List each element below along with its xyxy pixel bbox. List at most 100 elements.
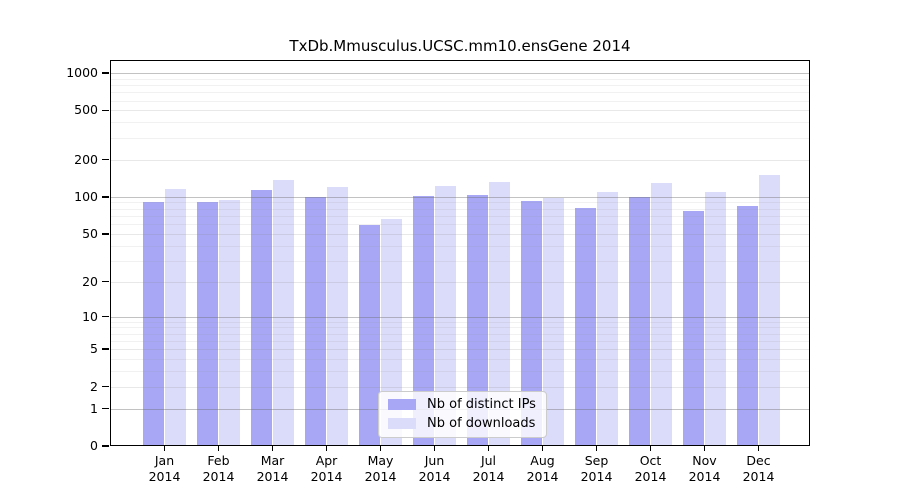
y-tick-label: 5 (90, 341, 98, 357)
x-tick-label: Nov 2014 (688, 453, 721, 484)
y-tick-mark (102, 158, 109, 161)
x-tick-mark (541, 446, 544, 451)
bar-distinct-ips-jun (413, 196, 434, 446)
y-tick-mark (102, 315, 109, 318)
bar-downloads-oct (651, 182, 672, 446)
gridline (110, 316, 810, 318)
y-tick-label: 1000 (66, 65, 98, 80)
gridline (110, 281, 810, 283)
legend-swatch-downloads (388, 418, 416, 429)
y-tick-label: 100 (74, 188, 98, 204)
x-tick-label: Aug 2014 (526, 453, 559, 484)
y-tick-label: 10 (82, 308, 98, 324)
bar-distinct-ips-sep (575, 208, 596, 446)
x-tick-mark (325, 446, 328, 451)
x-tick-label: Jul 2014 (472, 453, 505, 484)
y-tick-mark (102, 109, 109, 112)
x-tick-mark (433, 446, 436, 451)
y-tick-mark (102, 348, 109, 351)
x-tick-mark (379, 446, 382, 451)
bar-distinct-ips-aug (521, 201, 542, 446)
bar-distinct-ips-jan (143, 201, 164, 446)
legend-label: Nb of downloads (427, 416, 536, 431)
gridline (110, 122, 810, 124)
y-tick-mark (102, 72, 109, 74)
x-tick-mark (487, 446, 490, 451)
legend: Nb of distinct IPs Nb of downloads (378, 391, 547, 438)
plot-area (110, 60, 810, 446)
gridline (110, 196, 810, 198)
gridline (110, 340, 810, 342)
x-tick-mark (757, 446, 760, 451)
x-tick-mark (163, 446, 166, 451)
bar-distinct-ips-may (359, 224, 380, 446)
gridline (110, 159, 810, 161)
gridline (110, 321, 810, 323)
bar-distinct-ips-oct (629, 196, 650, 446)
bar-downloads-aug (543, 197, 564, 446)
y-tick-mark (102, 385, 109, 388)
x-tick-label: Mar 2014 (256, 453, 289, 484)
legend-swatch-distinct-ips (388, 399, 416, 410)
y-tick-label: 500 (74, 102, 98, 118)
gridline (110, 333, 810, 335)
y-tick-label: 0 (90, 438, 98, 453)
legend-label: Nb of distinct IPs (427, 397, 536, 412)
y-tick-label: 200 (74, 151, 98, 167)
gridline (110, 233, 810, 235)
y-tick-label: 2 (90, 378, 98, 394)
bar-downloads-jan (165, 189, 186, 446)
y-tick-label: 1 (90, 400, 98, 416)
gridline (110, 78, 810, 80)
bar-downloads-feb (219, 200, 240, 446)
x-tick-mark (595, 446, 598, 451)
bar-downloads-mar (273, 179, 294, 446)
gridline (110, 260, 810, 262)
y-tick-label: 50 (82, 225, 98, 241)
x-tick-mark (703, 446, 706, 451)
legend-item: Nb of distinct IPs (388, 397, 536, 412)
bar-downloads-may (381, 218, 402, 446)
gridline (110, 224, 810, 226)
bar-downloads-jun (435, 185, 456, 446)
x-tick-label: Jun 2014 (418, 453, 451, 484)
x-tick-label: Feb 2014 (202, 453, 235, 484)
gridline (110, 110, 810, 112)
x-tick-label: Dec 2014 (742, 453, 775, 484)
bar-downloads-dec (759, 175, 780, 446)
gridline (110, 245, 810, 247)
gridline (110, 137, 810, 139)
bar-distinct-ips-mar (251, 189, 272, 446)
gridline (110, 85, 810, 87)
bar-distinct-ips-nov (683, 210, 704, 446)
x-tick-label: May 2014 (364, 453, 397, 484)
x-tick-label: Oct 2014 (634, 453, 667, 484)
y-tick-mark (102, 407, 109, 410)
x-tick-mark (217, 446, 220, 451)
gridline (110, 327, 810, 329)
bar-downloads-apr (327, 187, 348, 446)
chart-title: TxDb.Mmusculus.UCSC.mm10.ensGene 2014 (289, 37, 631, 55)
gridline (110, 349, 810, 351)
bar-downloads-nov (705, 191, 726, 446)
gridline (110, 92, 810, 94)
gridline (110, 371, 810, 373)
x-tick-label: Sep 2014 (580, 453, 613, 484)
gridline (110, 202, 810, 204)
bar-downloads-sep (597, 192, 618, 446)
gridline (110, 208, 810, 210)
x-tick-mark (271, 446, 274, 451)
y-tick-mark (102, 445, 109, 447)
y-tick-label: 20 (82, 273, 98, 289)
bar-downloads-jul (489, 181, 510, 446)
bar-distinct-ips-feb (197, 202, 218, 446)
x-tick-mark (649, 446, 652, 451)
y-tick-mark (102, 196, 109, 198)
gridline (110, 100, 810, 102)
x-tick-label: Jan 2014 (148, 453, 181, 484)
bar-distinct-ips-apr (305, 196, 326, 446)
bar-distinct-ips-dec (737, 205, 758, 446)
legend-item: Nb of downloads (388, 416, 536, 431)
bar-distinct-ips-jul (467, 195, 488, 446)
